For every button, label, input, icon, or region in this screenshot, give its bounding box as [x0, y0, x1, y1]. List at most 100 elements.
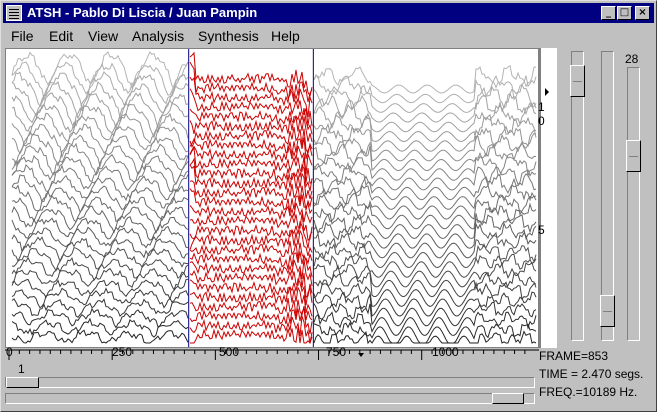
partial-trace-11-L: [11, 154, 189, 185]
horizontal-scrollbar-thumb[interactable]: [492, 393, 524, 404]
partial-trace-3-R: [189, 76, 313, 117]
time-tick-500: 500: [219, 345, 240, 359]
partial-trace-19-R: [189, 240, 313, 265]
partial-trace-6-R: [189, 115, 313, 143]
partial-trace-23-R: [189, 277, 313, 306]
partial-trace-2-Q: [313, 75, 537, 104]
partial-trace-21-L: [11, 256, 189, 281]
partial-trace-10-R: [189, 146, 313, 184]
app-icon[interactable]: [6, 5, 22, 21]
partial-trace-18-L: [11, 225, 189, 253]
partial-trace-24-L: [11, 287, 189, 309]
partial-trace-6-L: [11, 103, 189, 139]
partials-slider[interactable]: [626, 67, 641, 341]
partial-trace-18-R: [189, 229, 313, 257]
partial-trace-20-R: [189, 251, 313, 278]
partial-trace-12-R: [189, 164, 313, 200]
partial-trace-12-Q: [313, 173, 537, 201]
partial-trace-20-Q: [313, 252, 537, 278]
partial-trace-15-Q: [313, 202, 537, 230]
partial-trace-19-Q: [313, 242, 537, 269]
freq-readout: FREQ.=10189 Hz.: [539, 385, 638, 399]
freq-label-1: 1: [538, 100, 545, 114]
partial-trace-22-L: [11, 267, 189, 292]
partial-trace-8-L: [11, 123, 189, 159]
partial-trace-15-L: [11, 195, 189, 223]
partial-trace-16-R: [189, 213, 313, 241]
partial-trace-26-Q: [313, 311, 537, 337]
window-title: ATSH - Pablo Di Liscia / Juan Pampin: [27, 5, 258, 20]
maximize-button[interactable]: □: [617, 6, 632, 20]
menu-analysis[interactable]: Analysis: [132, 28, 185, 44]
partial-trace-24-Q: [313, 291, 537, 317]
partial-trace-23-L: [11, 278, 189, 301]
partial-selector-thumb[interactable]: [6, 377, 39, 388]
partial-trace-21-Q: [313, 261, 537, 288]
partial-trace-24-R: [189, 286, 313, 317]
partial-trace-15-R: [189, 202, 313, 224]
partial-trace-25-L: [11, 298, 189, 318]
partial-trace-5-Q: [313, 103, 537, 133]
partial-trace-10-L: [11, 142, 189, 176]
freq-label-0: 0: [538, 114, 545, 128]
time-tick-750: 750: [326, 345, 347, 359]
menu-synthesis[interactable]: Synthesis: [198, 28, 259, 44]
time-tick-1000: 1000: [432, 345, 459, 359]
vertical-slider-1-thumb[interactable]: [570, 65, 585, 97]
menu-bar: File Edit View Analysis Synthesis Help: [3, 25, 538, 47]
vertical-slider-2[interactable]: [600, 51, 615, 341]
partial-trace-22-Q: [314, 271, 537, 298]
spectrogram-plot[interactable]: [5, 48, 539, 348]
partial-trace-13-Q: [313, 183, 537, 210]
partial-trace-23-Q: [313, 281, 537, 307]
partial-trace-9-L: [11, 133, 189, 169]
time-axis-ticks: [5, 349, 539, 360]
partial-trace-13-R: [189, 180, 313, 211]
menu-help[interactable]: Help: [271, 28, 300, 44]
partial-trace-7-Q: [313, 122, 537, 152]
partial-trace-13-L: [11, 174, 189, 203]
partials-slider-thumb[interactable]: [626, 140, 641, 172]
menu-file[interactable]: File: [11, 28, 34, 44]
partial-trace-16-Q: [313, 212, 537, 240]
horizontal-scrollbar[interactable]: [5, 393, 535, 404]
vertical-slider-1[interactable]: [570, 51, 585, 341]
time-tick-250: 250: [112, 345, 133, 359]
frame-cursor-marker[interactable]: [358, 353, 365, 357]
partial-trace-28-L: [11, 329, 189, 344]
partial-trace-4-L: [11, 81, 189, 120]
partial-trace-18-Q: [313, 231, 537, 259]
partial-trace-28-R: [190, 327, 313, 344]
partials-graph[interactable]: [6, 49, 539, 348]
partial-index-label: 1: [18, 362, 25, 376]
minimize-button[interactable]: _: [601, 6, 616, 20]
partial-trace-19-L: [11, 236, 189, 263]
time-axis: 0 250 500 750 1000: [5, 345, 539, 362]
partial-trace-5-R: [189, 108, 313, 135]
partial-trace-1-Q: [313, 64, 537, 94]
partial-trace-14-R: [189, 188, 313, 215]
partial-trace-3-L: [11, 70, 189, 111]
title-bar[interactable]: ATSH - Pablo Di Liscia / Juan Pampin _ □…: [3, 3, 654, 23]
partial-selector-slider[interactable]: [5, 377, 535, 388]
partial-trace-8-Q: [313, 133, 537, 162]
partial-trace-8-R: [189, 137, 313, 160]
partial-trace-26-R: [189, 307, 313, 335]
partial-trace-2-L: [11, 61, 189, 102]
close-button[interactable]: ×: [635, 6, 650, 20]
partial-trace-17-Q: [313, 221, 537, 249]
partial-trace-14-L: [11, 184, 189, 213]
menu-view[interactable]: View: [88, 28, 119, 44]
partial-trace-11-Q: [313, 162, 537, 191]
menu-edit[interactable]: Edit: [49, 28, 74, 44]
partial-trace-17-L: [11, 216, 189, 241]
partial-trace-26-L: [11, 307, 189, 329]
frequency-scale: 1 0 5: [538, 48, 557, 348]
partial-trace-3-Q: [313, 83, 537, 113]
partial-trace-25-R: [189, 297, 313, 321]
vertical-slider-2-thumb[interactable]: [600, 295, 615, 327]
partial-trace-9-Q: [313, 142, 537, 172]
partial-trace-9-R: [189, 144, 313, 174]
partials-count-label: 28: [625, 52, 639, 66]
